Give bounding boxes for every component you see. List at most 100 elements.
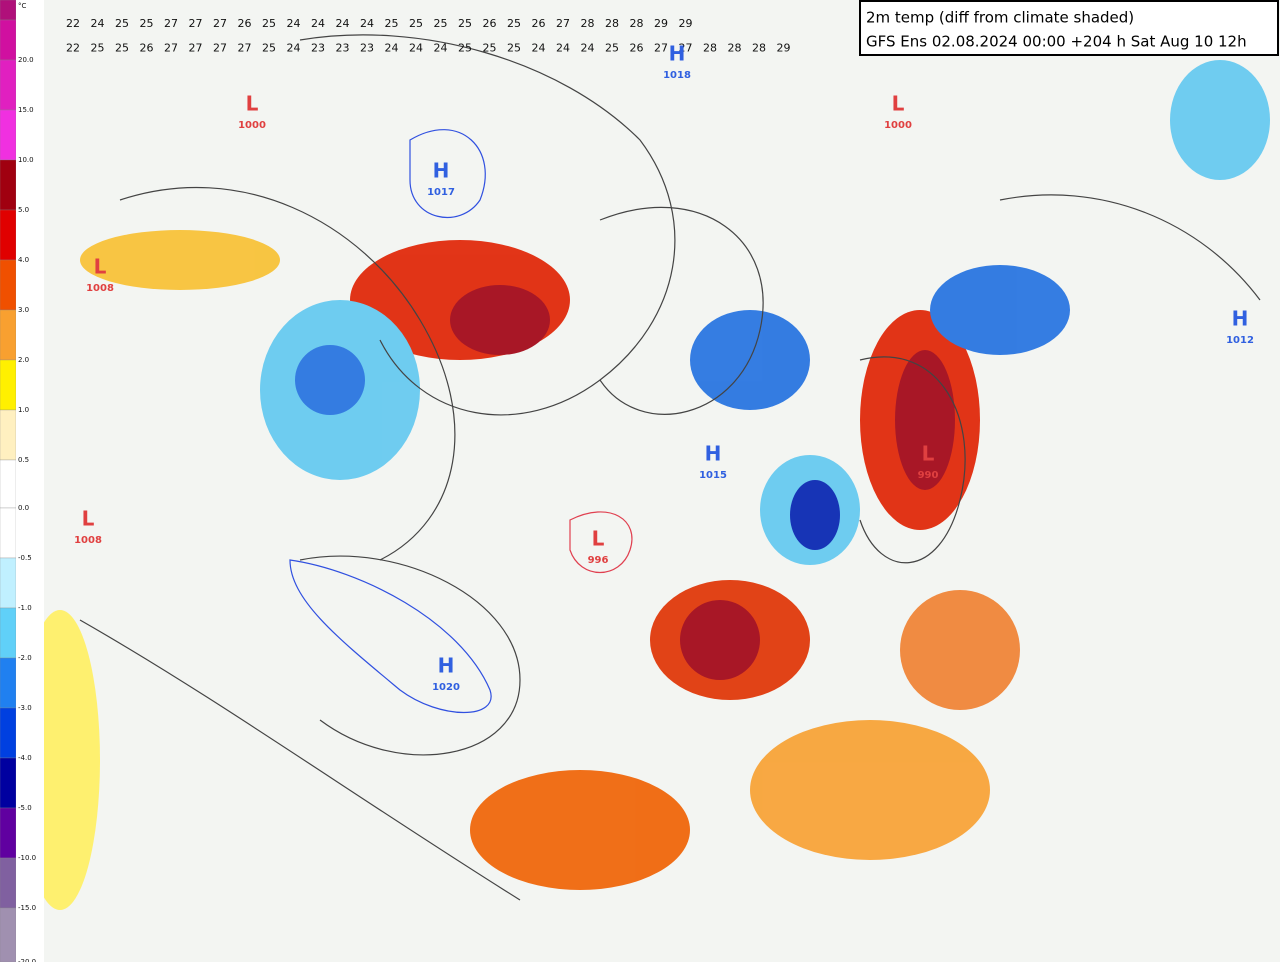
center-pressure: 1012 — [1226, 335, 1254, 346]
legend-label: 4.0 — [18, 256, 29, 264]
grid-value: 23 — [336, 41, 350, 54]
grid-value: 27 — [238, 41, 252, 54]
color-step — [0, 309, 17, 361]
grid-value: 28 — [605, 17, 619, 30]
grid-value: 25 — [91, 41, 105, 54]
legend-label: -20.0 — [18, 958, 36, 962]
legend-label: 1.0 — [18, 406, 29, 414]
grid-value: 24 — [385, 41, 399, 54]
grid-value: 24 — [409, 41, 423, 54]
grid-value: 25 — [140, 17, 154, 30]
center-pressure: 1020 — [432, 682, 460, 693]
center-letter: H — [705, 442, 722, 466]
grid-value: 27 — [556, 17, 570, 30]
legend-unit: °C — [18, 2, 27, 10]
grid-value: 27 — [164, 17, 178, 30]
grid-value: 23 — [311, 41, 325, 54]
color-step — [0, 359, 17, 411]
anomaly-shading — [20, 60, 1270, 910]
center-pressure: 1000 — [238, 120, 266, 131]
legend-label: 10.0 — [18, 156, 34, 164]
center-pressure: 1015 — [699, 470, 727, 481]
center-pressure: 1000 — [884, 120, 912, 131]
legend-label: -3.0 — [18, 704, 32, 712]
grid-value: 24 — [434, 41, 448, 54]
grid-value: 25 — [409, 17, 423, 30]
center-letter: H — [438, 654, 455, 678]
title-box: 2m temp (diff from climate shaded) GFS E… — [859, 0, 1279, 56]
center-letter: L — [892, 92, 905, 116]
grid-value: 27 — [189, 17, 203, 30]
title-frame — [859, 0, 1279, 56]
color-step — [0, 707, 17, 759]
grid-value: 26 — [140, 41, 154, 54]
grid-value: 27 — [164, 41, 178, 54]
center-pressure: 996 — [588, 555, 609, 566]
color-step — [0, 0, 17, 21]
legend-label: 3.0 — [18, 306, 29, 314]
center-letter: H — [1232, 307, 1249, 331]
center-pressure: 1018 — [663, 70, 691, 81]
grid-value: 28 — [630, 17, 644, 30]
grid-value: 29 — [777, 41, 791, 54]
color-step — [0, 607, 17, 659]
grid-value: 25 — [115, 41, 129, 54]
grid-value: 26 — [630, 41, 644, 54]
legend-label: -10.0 — [18, 854, 36, 862]
grid-value: 25 — [605, 41, 619, 54]
grid-value: 24 — [360, 17, 374, 30]
color-step — [0, 907, 17, 963]
grid-value: 25 — [434, 17, 448, 30]
legend-label: -0.5 — [18, 554, 32, 562]
grid-value: 27 — [654, 41, 668, 54]
center-pressure: 1008 — [86, 283, 114, 294]
grid-value: 24 — [91, 17, 105, 30]
legend-strip — [16, 0, 44, 962]
grid-value: 23 — [360, 41, 374, 54]
legend-label: -15.0 — [18, 904, 36, 912]
value-grid: 22 24 25 25 27 27 27 26 25 24 24 24 24 25 25 25 25 26 25 26… — [66, 17, 791, 54]
center-letter: L — [592, 527, 605, 551]
grid-value: 28 — [728, 41, 742, 54]
grid-value: 25 — [458, 17, 472, 30]
grid-value: 24 — [336, 17, 350, 30]
grid-value: 27 — [213, 17, 227, 30]
grid-value: 27 — [189, 41, 203, 54]
legend: °C 20.0 15.0 10.0 5.0 4.0 3.0 2.0 1.0 0.5 0.0 -0.5 -… — [0, 0, 44, 966]
grid-value: 28 — [581, 17, 595, 30]
color-step — [0, 409, 17, 461]
grid-value: 24 — [532, 41, 546, 54]
color-step — [0, 259, 17, 311]
grid-value: 24 — [287, 17, 301, 30]
grid-value: 29 — [654, 17, 668, 30]
color-step — [0, 657, 17, 709]
legend-label: 15.0 — [18, 106, 34, 114]
center-pressure: 1017 — [427, 187, 455, 198]
grid-value: 24 — [311, 17, 325, 30]
grid-value: 22 — [66, 17, 80, 30]
color-step — [0, 557, 17, 609]
isobars — [79, 34, 1261, 901]
legend-label: 0.0 — [18, 504, 29, 512]
legend-label: -1.0 — [18, 604, 32, 612]
pressure-centers: H 1018 L 1000 L 1000 H 1017 L 1008 H 1015 L 990 L 1008 L… — [74, 42, 1254, 694]
grid-value: 25 — [507, 17, 521, 30]
legend-label: 2.0 — [18, 356, 29, 364]
grid-value: 25 — [385, 17, 399, 30]
legend-label: -2.0 — [18, 654, 32, 662]
legend-label: 20.0 — [18, 56, 34, 64]
grid-value: 25 — [262, 41, 276, 54]
center-letter: L — [922, 442, 935, 466]
grid-value: 26 — [483, 17, 497, 30]
legend-label: 5.0 — [18, 206, 29, 214]
color-step — [0, 19, 17, 61]
grid-value: 25 — [115, 17, 129, 30]
color-step — [0, 857, 17, 909]
center-letter: L — [82, 507, 95, 531]
center-letter: H — [433, 159, 450, 183]
grid-value: 22 — [66, 41, 80, 54]
center-pressure: 990 — [918, 470, 939, 481]
grid-value: 26 — [238, 17, 252, 30]
center-letter: L — [246, 92, 259, 116]
